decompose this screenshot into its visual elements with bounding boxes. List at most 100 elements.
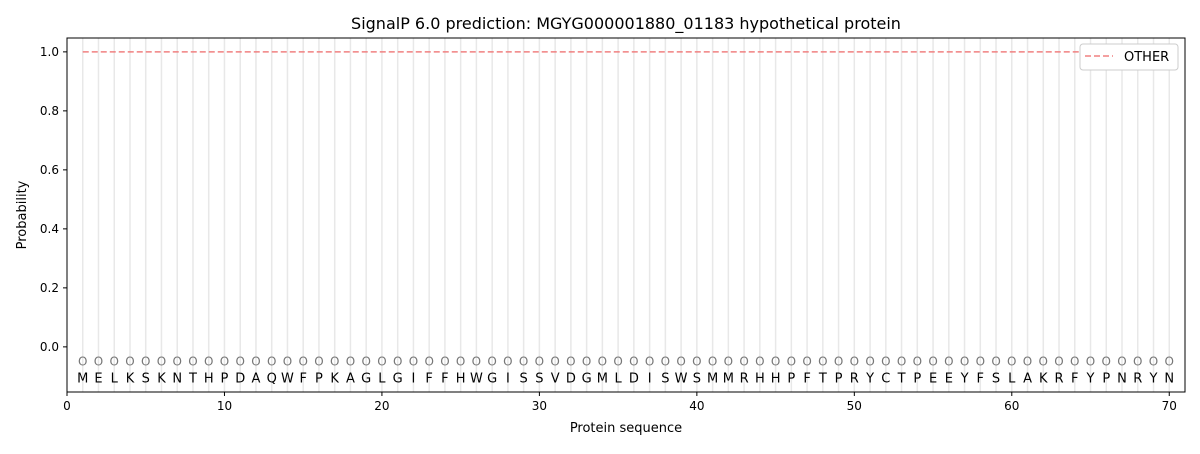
- residue-label: N: [172, 371, 182, 386]
- region-marker: O: [913, 355, 922, 369]
- residue-label: Y: [865, 371, 874, 386]
- region-marker: O: [613, 355, 622, 369]
- residue-label: R: [740, 371, 749, 386]
- chart-title: SignalP 6.0 prediction: MGYG000001880_01…: [351, 14, 901, 34]
- residue-label: K: [126, 371, 135, 386]
- residue-label: G: [361, 371, 371, 386]
- residue-label: K: [1039, 371, 1048, 386]
- residue-label: Y: [1086, 371, 1095, 386]
- region-marker: O: [110, 355, 119, 369]
- residue-label: W: [675, 371, 688, 386]
- region-marker: O: [487, 355, 496, 369]
- residue-label: G: [487, 371, 497, 386]
- region-marker: O: [283, 355, 292, 369]
- region-marker: O: [141, 355, 150, 369]
- residue-label: W: [281, 371, 294, 386]
- y-tick-label: 0.2: [40, 281, 59, 295]
- region-marker: O: [755, 355, 764, 369]
- residue-label: A: [346, 371, 355, 386]
- residue-label: N: [1164, 371, 1174, 386]
- x-tick-label: 70: [1162, 399, 1177, 413]
- residue-label: H: [456, 371, 466, 386]
- residue-label: L: [111, 371, 119, 386]
- region-marker: O: [235, 355, 244, 369]
- region-marker: O: [850, 355, 859, 369]
- region-marker: O: [440, 355, 449, 369]
- residue-label: E: [929, 371, 937, 386]
- residue-label: P: [835, 371, 843, 386]
- residue-label: H: [204, 371, 214, 386]
- region-marker: O: [739, 355, 748, 369]
- region-marker: O: [503, 355, 512, 369]
- region-marker: O: [1039, 355, 1048, 369]
- region-marker: O: [172, 355, 181, 369]
- residue-label: M: [723, 371, 734, 386]
- residue-label: P: [1102, 371, 1110, 386]
- region-marker: O: [204, 355, 213, 369]
- region-marker: O: [1133, 355, 1142, 369]
- region-marker: O: [1007, 355, 1016, 369]
- region-marker: O: [157, 355, 166, 369]
- residue-label: F: [803, 371, 810, 386]
- residue-label: W: [470, 371, 483, 386]
- x-tick-label: 60: [1004, 399, 1019, 413]
- y-tick-label: 0.8: [40, 104, 59, 118]
- residue-label: M: [597, 371, 608, 386]
- residue-label: C: [881, 371, 890, 386]
- residue-label: A: [1023, 371, 1032, 386]
- region-marker: O: [629, 355, 638, 369]
- region-marker: O: [928, 355, 937, 369]
- residue-label: S: [142, 371, 150, 386]
- residue-label: S: [535, 371, 543, 386]
- residue-label: D: [235, 371, 245, 386]
- residue-label: T: [818, 371, 827, 386]
- residue-label: Y: [960, 371, 969, 386]
- region-marker: O: [377, 355, 386, 369]
- region-marker: O: [708, 355, 717, 369]
- region-marker: O: [393, 355, 402, 369]
- residue-label: N: [1117, 371, 1127, 386]
- residue-label: F: [425, 371, 432, 386]
- residue-label: T: [897, 371, 906, 386]
- legend: OTHER: [1079, 43, 1179, 71]
- residue-label: F: [299, 371, 306, 386]
- residue-label: I: [412, 371, 416, 386]
- y-tick-label: 1.0: [40, 45, 59, 59]
- region-marker: O: [314, 355, 323, 369]
- y-tick-label: 0.4: [40, 222, 59, 236]
- x-tick-label: 40: [689, 399, 704, 413]
- x-tick-label: 0: [63, 399, 71, 413]
- region-marker: O: [456, 355, 465, 369]
- residue-label: E: [94, 371, 102, 386]
- region-marker: O: [267, 355, 276, 369]
- residue-label: P: [787, 371, 795, 386]
- residue-label: A: [252, 371, 261, 386]
- residue-label: D: [629, 371, 639, 386]
- region-marker: O: [676, 355, 685, 369]
- region-marker: O: [771, 355, 780, 369]
- region-marker: O: [1165, 355, 1174, 369]
- residue-label: K: [157, 371, 166, 386]
- region-marker: O: [220, 355, 229, 369]
- x-tick-label: 10: [217, 399, 232, 413]
- residue-label: S: [520, 371, 528, 386]
- region-marker: O: [724, 355, 733, 369]
- region-marker: O: [692, 355, 701, 369]
- residue-label: M: [77, 371, 88, 386]
- residue-label: Q: [267, 371, 277, 386]
- residue-label: S: [992, 371, 1000, 386]
- region-marker: O: [897, 355, 906, 369]
- residue-label: I: [648, 371, 652, 386]
- x-tick-label: 50: [847, 399, 862, 413]
- residue-label: G: [393, 371, 403, 386]
- residue-label: R: [1133, 371, 1142, 386]
- residue-label: G: [582, 371, 592, 386]
- region-marker: O: [802, 355, 811, 369]
- region-marker: O: [519, 355, 528, 369]
- residue-label: D: [566, 371, 576, 386]
- region-marker: O: [1054, 355, 1063, 369]
- region-marker: O: [535, 355, 544, 369]
- region-marker: O: [251, 355, 260, 369]
- residue-label: L: [1008, 371, 1016, 386]
- residue-label: E: [945, 371, 953, 386]
